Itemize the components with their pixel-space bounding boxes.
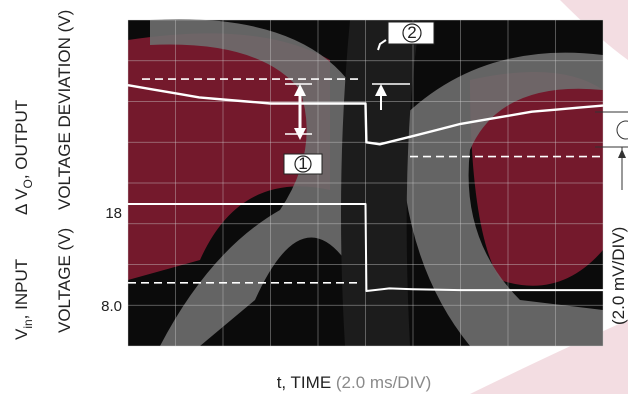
input-trace-point bbox=[127, 203, 129, 205]
output-deviation-trace bbox=[127, 84, 604, 146]
output-trace-point bbox=[127, 84, 129, 86]
output-trace-point bbox=[198, 96, 201, 99]
output-trace-point bbox=[554, 108, 557, 111]
lower-axis-label: Vin, INPUT bbox=[12, 259, 35, 340]
input-trace-point bbox=[459, 289, 462, 291]
input-trace-point bbox=[388, 287, 391, 290]
input-trace-point bbox=[602, 289, 604, 291]
upper-axis-label-rest: , OUTPUT bbox=[12, 100, 31, 179]
output-trace-point bbox=[365, 141, 368, 144]
x-axis-label-prefix: t, TIME bbox=[277, 373, 336, 392]
output-trace-point bbox=[507, 115, 509, 117]
output-trace-point bbox=[379, 143, 381, 146]
output-trace-point bbox=[412, 135, 414, 137]
marker-1-circle bbox=[294, 155, 312, 173]
upper-axis-label-line2: VOLTAGE DEVIATION (V) bbox=[55, 10, 74, 210]
reference-lines bbox=[128, 78, 603, 284]
plot-area: 1 2 bbox=[127, 19, 604, 347]
screen-red-arc-right bbox=[470, 72, 603, 286]
deviation-arrow-2-head bbox=[375, 84, 387, 96]
upper-axis-label: Δ VO, OUTPUT bbox=[12, 100, 35, 215]
marker-1: 1 bbox=[283, 153, 323, 175]
scale-marker-partial bbox=[616, 120, 628, 140]
input-trace-point bbox=[222, 203, 224, 205]
output-trace-point bbox=[602, 104, 604, 107]
output-trace-point bbox=[578, 106, 581, 109]
lower-axis-label-line2: VOLTAGE (V) bbox=[55, 228, 74, 333]
output-trace-point bbox=[293, 102, 296, 105]
right-scale-label: (2.0 mV/DIV) bbox=[609, 227, 628, 325]
deviation-arrow-1-head-up bbox=[294, 84, 306, 96]
marker-2-label: 2 bbox=[407, 23, 416, 42]
marker-1-box bbox=[283, 153, 323, 175]
upper-axis-label-delta: Δ V bbox=[12, 188, 31, 215]
x-axis-label: t, TIME (2.0 ms/DIV) bbox=[277, 373, 432, 392]
output-trace-point bbox=[341, 102, 343, 105]
output-trace-point bbox=[364, 102, 367, 105]
input-trace-point bbox=[317, 203, 319, 205]
upper-axis-label-line1: Δ VO, OUTPUT bbox=[12, 100, 35, 215]
right-scale-bracket: (2.0 mV/DIV) bbox=[595, 111, 628, 325]
output-trace-point bbox=[436, 129, 438, 131]
y-tick-8: 8.0 bbox=[101, 298, 122, 315]
output-trace-point bbox=[531, 110, 533, 113]
output-trace-point bbox=[151, 88, 153, 91]
input-trace-point bbox=[269, 203, 272, 205]
marker-2: 2 bbox=[387, 21, 435, 45]
marker-2-circle bbox=[402, 23, 422, 43]
output-trace-point bbox=[246, 100, 248, 103]
y-tick-18: 18 bbox=[105, 205, 122, 222]
annotations: 1 2 bbox=[283, 21, 435, 175]
lower-axis-label-sub: in bbox=[21, 319, 35, 328]
output-trace-point bbox=[459, 123, 462, 125]
marker-2-box bbox=[387, 21, 435, 45]
input-trace-point bbox=[364, 203, 367, 205]
screen-gray-band-left bbox=[150, 19, 370, 347]
upper-axis-label-sub: O bbox=[21, 179, 35, 188]
input-trace-point bbox=[554, 289, 557, 291]
input-trace-point bbox=[174, 203, 177, 205]
input-trace-point bbox=[412, 288, 414, 291]
input-trace-point bbox=[365, 290, 368, 292]
output-trace-point bbox=[222, 98, 224, 101]
input-trace-point bbox=[507, 289, 509, 291]
lower-axis-label-main: V bbox=[12, 328, 31, 340]
output-trace-point bbox=[269, 102, 272, 105]
output-trace-point bbox=[483, 119, 486, 121]
lower-axis-label-line1: Vin, INPUT bbox=[12, 259, 35, 340]
output-trace-point bbox=[174, 92, 177, 95]
traces bbox=[127, 84, 604, 292]
output-trace-point bbox=[317, 102, 319, 105]
lower-axis-label-rest: , INPUT bbox=[12, 259, 31, 319]
scale-bracket-arrowhead bbox=[618, 149, 626, 158]
marker-1-label: 1 bbox=[298, 154, 307, 173]
x-axis-label-scale: (2.0 ms/DIV) bbox=[336, 373, 431, 392]
marker-2-pointer bbox=[377, 39, 387, 51]
